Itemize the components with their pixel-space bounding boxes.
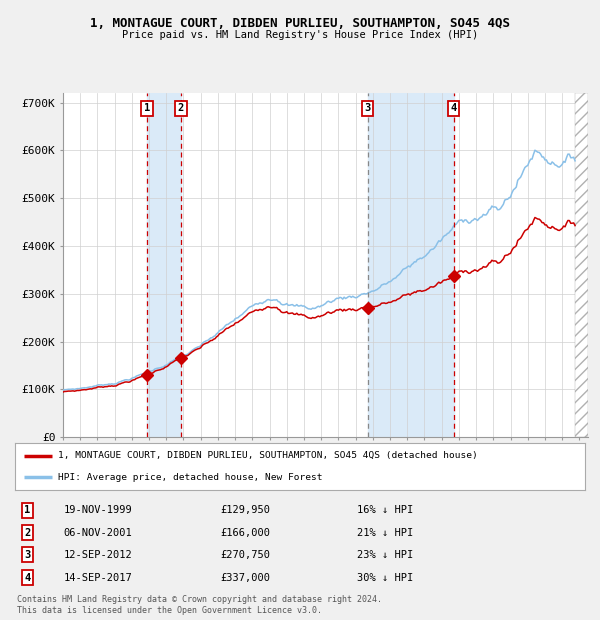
Text: This data is licensed under the Open Government Licence v3.0.: This data is licensed under the Open Gov… — [17, 606, 322, 616]
Text: £337,000: £337,000 — [220, 573, 270, 583]
Text: 23% ↓ HPI: 23% ↓ HPI — [357, 550, 413, 560]
Text: HPI: Average price, detached house, New Forest: HPI: Average price, detached house, New … — [58, 472, 322, 482]
Text: 4: 4 — [451, 104, 457, 113]
Bar — [368, 93, 454, 437]
Text: 1, MONTAGUE COURT, DIBDEN PURLIEU, SOUTHAMPTON, SO45 4QS (detached house): 1, MONTAGUE COURT, DIBDEN PURLIEU, SOUTH… — [58, 451, 478, 461]
Text: 3: 3 — [365, 104, 371, 113]
Text: £270,750: £270,750 — [220, 550, 270, 560]
Text: 1: 1 — [25, 505, 31, 515]
Text: 14-SEP-2017: 14-SEP-2017 — [64, 573, 132, 583]
Text: 1, MONTAGUE COURT, DIBDEN PURLIEU, SOUTHAMPTON, SO45 4QS: 1, MONTAGUE COURT, DIBDEN PURLIEU, SOUTH… — [90, 17, 510, 30]
Text: 12-SEP-2012: 12-SEP-2012 — [64, 550, 132, 560]
Bar — [575, 93, 588, 437]
Text: Price paid vs. HM Land Registry's House Price Index (HPI): Price paid vs. HM Land Registry's House … — [122, 30, 478, 40]
Text: 21% ↓ HPI: 21% ↓ HPI — [357, 528, 413, 538]
Text: 4: 4 — [25, 573, 31, 583]
Text: 16% ↓ HPI: 16% ↓ HPI — [357, 505, 413, 515]
Text: 30% ↓ HPI: 30% ↓ HPI — [357, 573, 413, 583]
Text: £166,000: £166,000 — [220, 528, 270, 538]
Bar — [147, 93, 181, 437]
Text: 2: 2 — [25, 528, 31, 538]
Text: 1: 1 — [144, 104, 150, 113]
Text: Contains HM Land Registry data © Crown copyright and database right 2024.: Contains HM Land Registry data © Crown c… — [17, 595, 382, 604]
Text: £129,950: £129,950 — [220, 505, 270, 515]
Text: 19-NOV-1999: 19-NOV-1999 — [64, 505, 132, 515]
Text: 2: 2 — [178, 104, 184, 113]
Text: 06-NOV-2001: 06-NOV-2001 — [64, 528, 132, 538]
Text: 3: 3 — [25, 550, 31, 560]
